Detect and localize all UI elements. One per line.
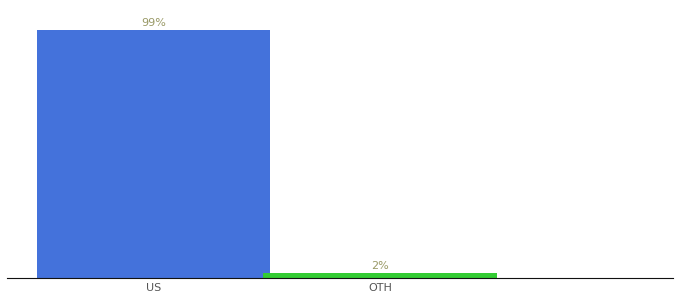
Text: 2%: 2%	[371, 261, 389, 271]
Bar	[37, 29, 270, 278]
Bar	[263, 273, 496, 278]
Text: 99%: 99%	[141, 17, 166, 28]
